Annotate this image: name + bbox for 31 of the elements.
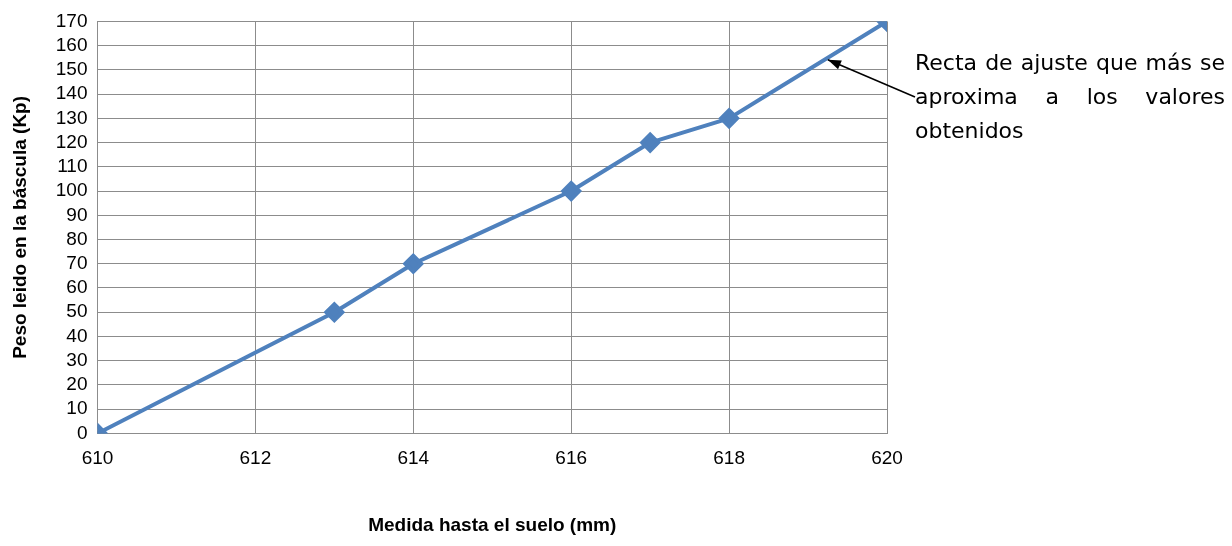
y-tick-label: 90: [66, 203, 88, 225]
y-tick-label: 120: [55, 130, 88, 152]
x-tick-label: 620: [871, 447, 903, 469]
y-axis-title: Peso leido en la báscula (Kp): [8, 95, 30, 359]
y-tick-label: 140: [55, 82, 88, 104]
x-tick-label: 612: [239, 447, 272, 469]
y-tick-label: 10: [66, 397, 88, 419]
point: [403, 253, 424, 274]
y-tick-label: 60: [66, 276, 88, 298]
annotation: Recta de ajuste que más se aproxima a los valores obtenidos: [915, 49, 1225, 145]
x-tick-label: 616: [555, 447, 588, 469]
y-tick-label: 160: [55, 33, 88, 55]
y-tick-label: 100: [55, 179, 88, 201]
y-tick-label: 50: [66, 300, 88, 322]
y-tick-label: 110: [57, 155, 88, 177]
x-tick-label: 618: [713, 447, 745, 469]
point: [719, 108, 740, 129]
y-tick-label: 170: [55, 9, 88, 31]
y-tick-label: 70: [66, 251, 88, 273]
y-tick-label: 130: [55, 106, 88, 128]
y-tick-label: 80: [66, 227, 88, 249]
y-tick-label: 0: [76, 421, 88, 443]
point: [640, 132, 661, 153]
y-tick-label: 30: [66, 348, 88, 370]
y-tick-label: 40: [66, 324, 88, 346]
x-axis-title: Medida hasta el suelo (mm): [368, 513, 617, 535]
x-tick-label: 610: [81, 447, 114, 469]
y-tick-label: 20: [66, 373, 88, 395]
point: [561, 181, 582, 202]
x-tick-label: 614: [397, 447, 430, 469]
y-tick-label: 150: [55, 58, 88, 80]
